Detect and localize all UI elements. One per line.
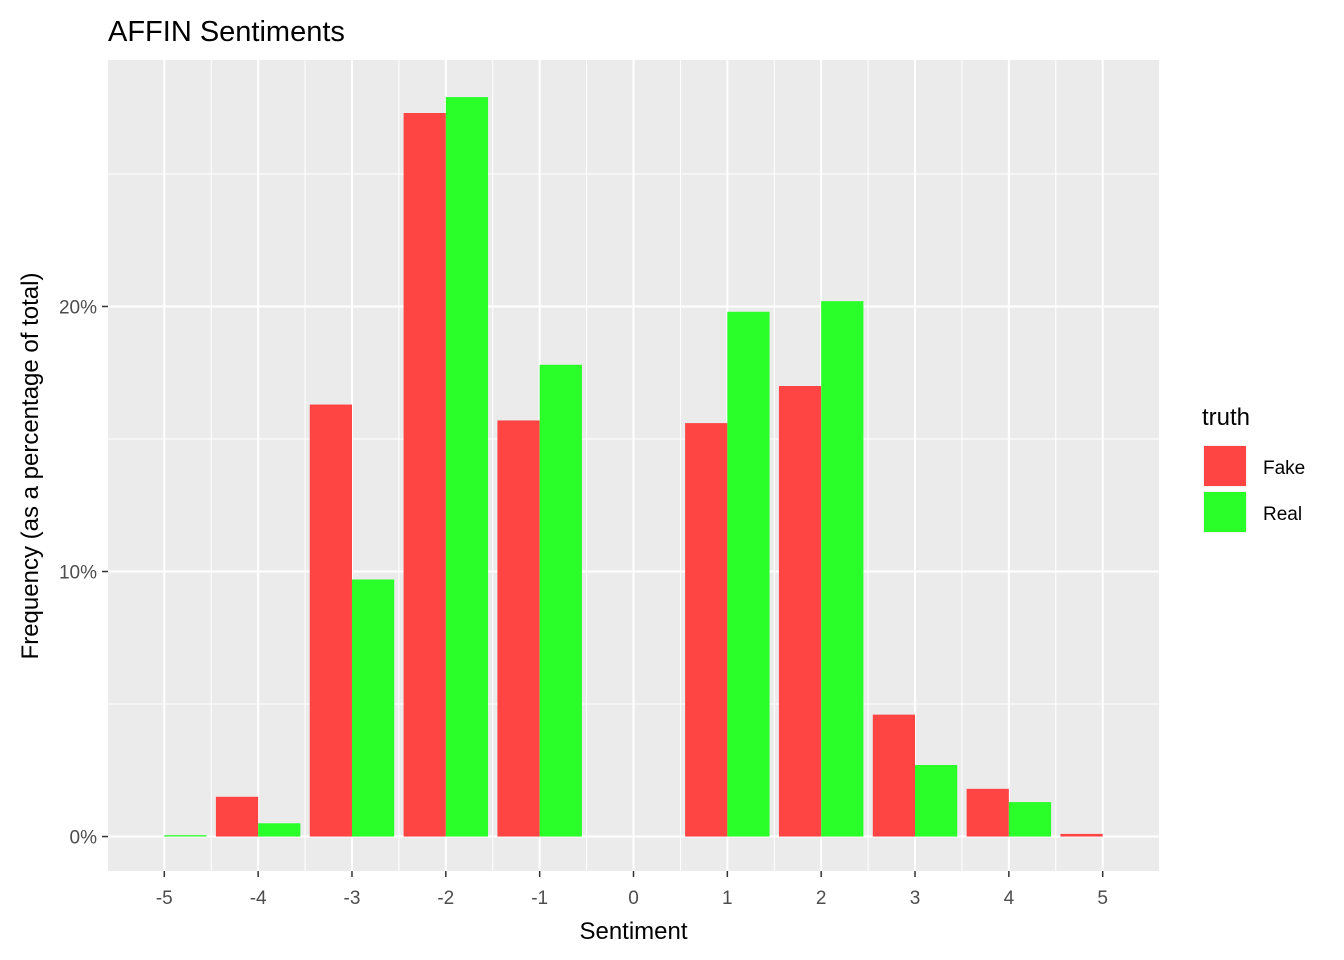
bar [821,301,864,837]
bar [164,835,207,837]
bar [258,823,301,837]
bar [727,311,770,837]
bar [309,404,352,837]
bar [497,420,540,837]
bar [685,423,728,837]
bar [445,97,489,837]
x-axis-title: Sentiment [579,918,687,945]
x-tick-label: -1 [531,888,548,909]
x-tick-label: 0 [628,888,639,909]
x-tick-label: 5 [1097,888,1108,909]
legend-label: Fake [1263,458,1305,479]
bars [164,97,1103,837]
y-axis-title: Frequency (as a percentage of total) [17,273,44,660]
bar [351,579,395,837]
bar [403,113,446,837]
y-tick-label: 20% [59,297,97,318]
chart-title: AFFIN Sentiments [108,16,345,48]
bar [915,764,958,837]
x-tick-label: -5 [156,888,173,909]
y-tick-label: 0% [70,828,98,849]
bar [1008,802,1052,837]
x-tick-label: 2 [816,888,827,909]
x-tick-label: -4 [250,888,267,909]
legend-title: truth [1202,404,1250,431]
bar [539,364,582,837]
x-tick-label: 1 [722,888,733,909]
x-tick-label: -2 [437,888,454,909]
bar [966,788,1009,837]
x-tick-label: 3 [910,888,921,909]
bar [778,385,822,837]
x-tick-label: 4 [1004,888,1015,909]
legend: truth Fake Real [1202,404,1305,533]
y-tick-label: 10% [59,563,97,584]
bar [1060,833,1103,837]
bar [872,714,916,837]
y-axis: 0% 10% 20% [59,297,108,849]
x-axis: -5 -4 -3 -2 -1 0 1 2 3 4 5 [156,871,1108,909]
legend-key-fake [1204,446,1246,486]
legend-key-real [1204,492,1246,532]
x-tick-label: -3 [344,888,361,909]
legend-label: Real [1263,504,1302,525]
bar [215,796,259,837]
